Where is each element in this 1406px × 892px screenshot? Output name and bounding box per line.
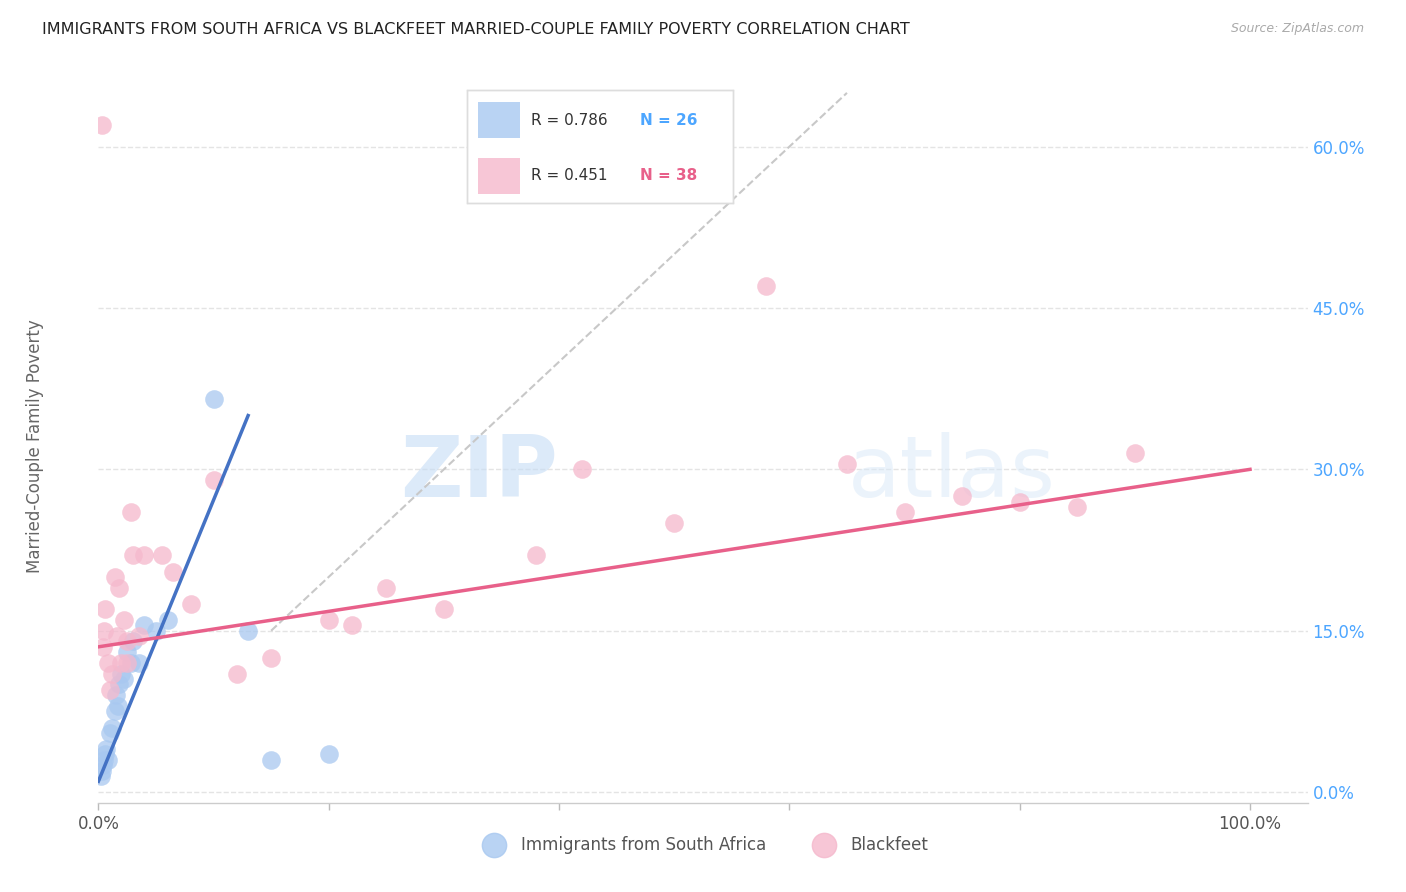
Point bbox=[120, 505, 142, 519]
Point bbox=[97, 656, 120, 670]
Point bbox=[145, 624, 167, 638]
Point bbox=[134, 618, 156, 632]
Point bbox=[162, 565, 184, 579]
Point bbox=[524, 549, 547, 563]
Point bbox=[755, 279, 778, 293]
Point bbox=[91, 758, 114, 772]
Point bbox=[122, 549, 145, 563]
Point bbox=[1066, 500, 1088, 514]
Point bbox=[128, 629, 150, 643]
Point bbox=[893, 505, 915, 519]
Text: atlas: atlas bbox=[848, 432, 1056, 516]
Point bbox=[115, 645, 138, 659]
Point bbox=[91, 640, 114, 654]
Point bbox=[90, 764, 112, 778]
Point bbox=[97, 753, 120, 767]
Point bbox=[1123, 446, 1146, 460]
Point bbox=[107, 698, 129, 713]
Point bbox=[108, 581, 131, 595]
Point bbox=[105, 629, 128, 643]
Point bbox=[835, 457, 858, 471]
Point bbox=[115, 634, 138, 648]
Point bbox=[433, 602, 456, 616]
Point bbox=[94, 747, 117, 762]
Point bbox=[104, 688, 127, 702]
Point bbox=[340, 618, 363, 632]
Point bbox=[98, 726, 121, 740]
Point bbox=[112, 613, 135, 627]
Text: ZIP: ZIP bbox=[401, 432, 558, 516]
Point bbox=[90, 118, 112, 132]
Point bbox=[93, 624, 115, 638]
Point bbox=[98, 682, 121, 697]
Point bbox=[260, 753, 283, 767]
Point bbox=[664, 516, 686, 530]
Point bbox=[101, 721, 124, 735]
Point bbox=[110, 666, 132, 681]
Point bbox=[90, 769, 112, 783]
Text: Source: ZipAtlas.com: Source: ZipAtlas.com bbox=[1230, 22, 1364, 36]
Point bbox=[225, 666, 247, 681]
Point bbox=[318, 747, 340, 762]
Text: IMMIGRANTS FROM SOUTH AFRICA VS BLACKFEET MARRIED-COUPLE FAMILY POVERTY CORRELAT: IMMIGRANTS FROM SOUTH AFRICA VS BLACKFEE… bbox=[42, 22, 910, 37]
Point bbox=[202, 473, 225, 487]
Point bbox=[202, 392, 225, 407]
Point bbox=[93, 753, 115, 767]
Point bbox=[103, 705, 125, 719]
Point bbox=[236, 624, 259, 638]
Point bbox=[571, 462, 593, 476]
Point bbox=[96, 742, 118, 756]
Point bbox=[101, 666, 124, 681]
Point bbox=[120, 656, 142, 670]
Point bbox=[128, 656, 150, 670]
Point bbox=[260, 650, 283, 665]
Point bbox=[110, 656, 132, 670]
Point bbox=[103, 570, 125, 584]
Point bbox=[318, 613, 340, 627]
Point bbox=[150, 549, 173, 563]
Point bbox=[115, 656, 138, 670]
Point bbox=[180, 597, 202, 611]
Point bbox=[375, 581, 398, 595]
Point bbox=[134, 549, 156, 563]
Point bbox=[94, 602, 117, 616]
Text: Married-Couple Family Poverty: Married-Couple Family Poverty bbox=[27, 319, 44, 573]
Legend: Immigrants from South Africa, Blackfeet: Immigrants from South Africa, Blackfeet bbox=[471, 829, 935, 860]
Point bbox=[112, 672, 135, 686]
Point bbox=[108, 677, 131, 691]
Point bbox=[1008, 494, 1031, 508]
Point bbox=[122, 634, 145, 648]
Point bbox=[950, 489, 973, 503]
Point bbox=[156, 613, 179, 627]
